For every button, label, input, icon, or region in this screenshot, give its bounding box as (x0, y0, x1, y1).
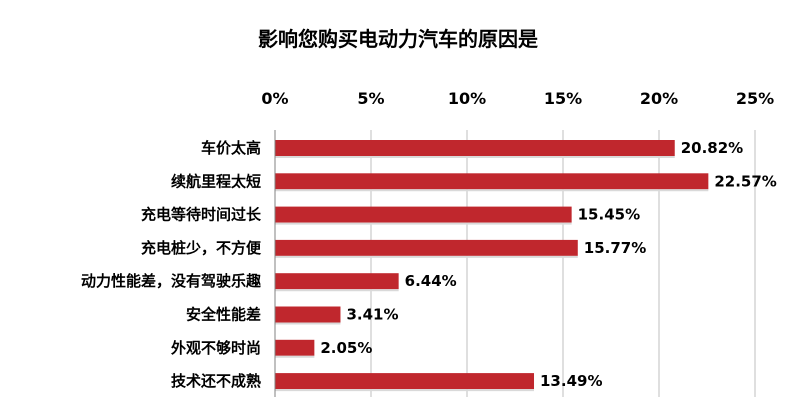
x-tick-label: 15% (544, 89, 582, 108)
bar (275, 140, 675, 156)
category-label: 技术还不成熟 (171, 372, 261, 390)
gridlines (370, 130, 756, 397)
data-label: 6.44% (405, 272, 457, 290)
data-label: 3.41% (346, 306, 398, 324)
bar (275, 173, 709, 190)
x-tick-labels: 0% 5% 10% 15% 20% 25% (261, 89, 774, 108)
bar (275, 239, 578, 256)
bar (275, 339, 315, 356)
category-label: 充电等待时间过长 (141, 206, 262, 224)
x-tick-label: 5% (357, 89, 384, 108)
bar (275, 306, 341, 323)
category-label: 充电桩少，不方便 (141, 239, 262, 257)
x-tick-label: 20% (640, 89, 678, 108)
bar (275, 273, 399, 290)
x-tick-label: 25% (736, 89, 774, 108)
bars (275, 140, 709, 392)
chart-title: 影响您购买电动力汽车的原因是 (258, 27, 538, 51)
category-label: 车价太高 (201, 139, 261, 157)
category-labels: 车价太高续航里程太短充电等待时间过长充电桩少，不方便动力性能差，没有驾驶乐趣安全… (81, 139, 262, 390)
x-tick-label: 0% (261, 89, 288, 108)
data-label: 15.77% (584, 239, 646, 257)
data-label: 2.05% (320, 339, 372, 357)
data-label: 22.57% (714, 172, 776, 190)
bar (275, 373, 535, 390)
data-labels: 20.82% 22.57% 15.45% 15.77% 6.44% 3.41% 2.05% 1… (320, 139, 776, 390)
category-label: 外观不够时尚 (170, 339, 261, 357)
category-label: 续航里程太短 (171, 172, 261, 190)
data-label: 15.45% (578, 206, 640, 224)
category-label: 安全性能差 (186, 306, 261, 324)
x-tick-label: 10% (448, 89, 486, 108)
data-label: 20.82% (681, 139, 743, 157)
category-label: 动力性能差，没有驾驶乐趣 (81, 272, 262, 290)
data-label: 13.49% (540, 372, 602, 390)
bar (275, 206, 572, 223)
